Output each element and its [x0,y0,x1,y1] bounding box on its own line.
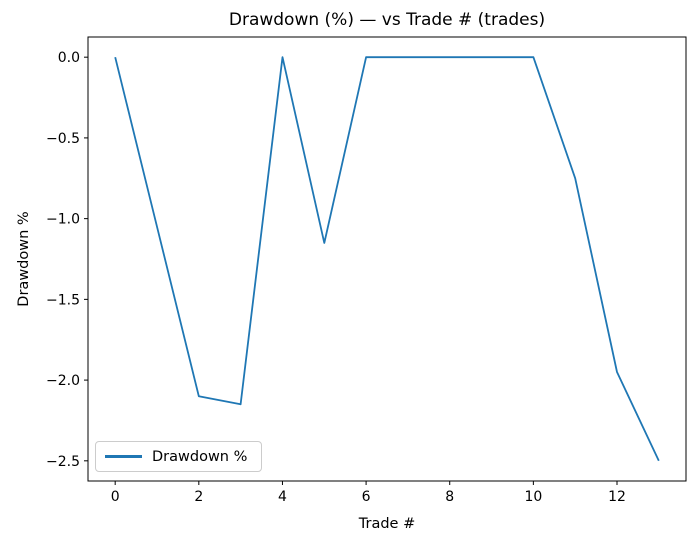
y-tick-label: −1.5 [46,292,80,308]
x-tick-label: 2 [194,489,203,505]
x-tick-label: 6 [362,489,371,505]
y-tick-label: −2.5 [46,454,80,470]
chart-title: Drawdown (%) — vs Trade # (trades) [228,10,546,30]
series-line [114,56,660,462]
x-axis-label: Trade # [358,516,416,532]
y-axis-label: Drawdown % [16,211,32,307]
axes-frame [87,36,687,482]
legend: Drawdown % [95,441,262,472]
x-tick-label: 8 [445,489,454,505]
legend-label: Drawdown % [152,448,248,465]
legend-line-swatch [105,455,142,458]
x-tick-label: 4 [278,489,287,505]
y-tick-label: −0.5 [46,131,80,147]
y-tick-label: 0.0 [58,50,80,66]
x-tick-label: 12 [608,489,626,505]
x-tick-label: 0 [111,489,120,505]
y-tick-label: −2.0 [46,373,80,389]
y-tick-label: −1.0 [46,212,80,228]
x-tick-label: 10 [524,489,542,505]
